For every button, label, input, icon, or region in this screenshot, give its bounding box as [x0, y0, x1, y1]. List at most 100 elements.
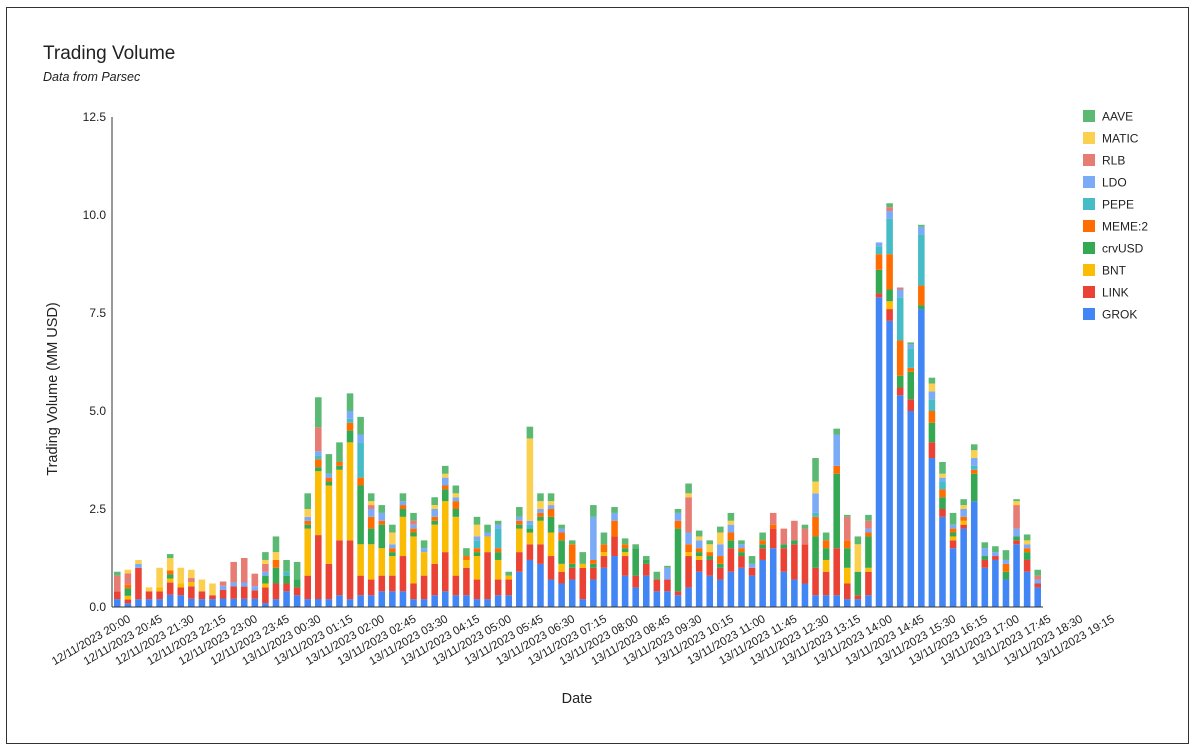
bar-segment-ldo: [738, 544, 745, 549]
bar-segment-aave: [949, 512, 957, 525]
bar-segment-grok: [844, 599, 851, 607]
bar-segment-matic: [145, 587, 153, 592]
bar-segment-grok: [558, 583, 565, 607]
bar-segment-grok: [674, 595, 682, 607]
bar-segment-meme-2: [516, 520, 523, 525]
bar-segment-link: [441, 552, 449, 592]
bar-stack: [896, 287, 904, 607]
bar-segment-meme-2: [960, 516, 967, 521]
bar-segment-bnt: [357, 544, 364, 576]
bar-segment-meme-2: [928, 411, 936, 423]
bar-segment-link: [611, 536, 618, 557]
bar-segment-grok: [738, 567, 745, 607]
bar-segment-aave: [367, 493, 375, 502]
bar-segment-ldo: [304, 516, 311, 521]
bar-segment-aave: [1013, 499, 1020, 502]
bar-segment-crvusd: [642, 559, 650, 564]
bar-segment-grok: [357, 595, 364, 607]
legend-swatch: [1083, 286, 1095, 298]
bar-segment-grok: [378, 591, 386, 607]
bar-segment-bnt: [949, 536, 957, 541]
bar-segment-meme-2: [727, 532, 735, 541]
bar-segment-aave: [452, 485, 460, 494]
bar-segment-aave: [632, 544, 639, 549]
bar-segment-grok: [463, 595, 470, 607]
bar-stack: [124, 569, 132, 607]
bar-segment-aave: [706, 540, 714, 545]
bar-segment-aave: [865, 514, 872, 521]
bar-segment-grok: [791, 579, 798, 607]
bar-segment-link: [283, 583, 290, 592]
bar-segment-bnt: [431, 524, 438, 564]
bar-segment-aave: [1023, 534, 1031, 541]
bar-segment-rlb: [124, 573, 132, 585]
bar-segment-aave: [357, 416, 364, 435]
bar-segment-meme-2: [717, 556, 724, 564]
bar-segment-grok: [621, 575, 629, 607]
bar-segment-crvusd: [939, 497, 946, 509]
bar-segment-grok: [219, 598, 227, 607]
bar-segment-grok: [611, 556, 618, 607]
y-tick-label: 0.0: [89, 600, 106, 614]
bar-segment-link: [505, 579, 513, 596]
bar-segment-bnt: [526, 532, 534, 545]
bar-segment-link: [865, 571, 872, 596]
bar-segment-link: [822, 571, 830, 596]
bar-segment-link: [653, 579, 661, 592]
bar-segment-crvusd: [378, 524, 386, 549]
bar-stack: [579, 552, 587, 607]
bar-segment-crvusd: [389, 552, 396, 557]
bar-segment-grok: [896, 395, 904, 607]
bar-segment-meme-2: [590, 559, 597, 564]
bar-segment-grok: [240, 598, 248, 607]
bar-segment-aave: [410, 512, 417, 521]
bar-segment-matic: [198, 579, 206, 592]
bar-segment-meme-2: [537, 512, 544, 517]
bar-segment-meme-2: [907, 367, 915, 372]
bar-segment-ldo: [833, 434, 840, 466]
bar-stack: [293, 561, 301, 607]
bar-segment-pepe: [907, 348, 915, 368]
bar-stack: [494, 520, 502, 607]
bar-stack: [706, 540, 714, 607]
bar-segment-crvusd: [706, 556, 714, 560]
bar-segment-crvusd: [833, 473, 840, 549]
bar-segment-link: [886, 309, 893, 321]
bar-segment-ldo: [960, 509, 967, 517]
bar-segment-crvusd: [886, 289, 893, 302]
bar-stack: [981, 542, 989, 607]
bar-segment-pepe: [886, 218, 893, 255]
bar-stack: [463, 548, 470, 607]
bar-segment-link: [717, 567, 724, 580]
bar-segment-grok: [526, 559, 534, 607]
bar-segment-matic: [188, 569, 195, 579]
bar-stack: [865, 514, 872, 607]
bar-stack: [695, 530, 703, 607]
bar-stack: [1013, 499, 1020, 607]
bar-segment-link: [685, 556, 692, 588]
bar-segment-link: [420, 575, 428, 600]
bar-segment-link: [304, 575, 311, 600]
bar-segment-crvusd: [981, 556, 989, 560]
bar-segment-bnt: [473, 556, 481, 580]
bar-segment-matic: [166, 558, 174, 571]
bar-segment-meme-2: [812, 516, 819, 537]
bar-segment-link: [198, 591, 206, 600]
bar-segment-matic: [209, 583, 216, 596]
bar-segment-link: [949, 540, 957, 549]
bar-segment-grok: [505, 595, 513, 607]
bar-segment-aave: [494, 520, 502, 525]
bar-segment-ldo: [219, 585, 227, 591]
bar-stack: [473, 516, 481, 607]
bar-segment-pepe: [283, 571, 290, 576]
bar-segment-meme-2: [769, 524, 777, 529]
bar-segment-ldo: [886, 211, 893, 219]
bar-stack: [230, 561, 237, 607]
bar-segment-rlb: [685, 497, 692, 533]
bar-segment-matic: [939, 473, 946, 478]
bar-segment-crvusd: [272, 567, 280, 584]
bar-segment-link: [928, 442, 936, 459]
bar-segment-link: [674, 591, 682, 596]
bar-segment-matic: [135, 559, 142, 564]
bar-segment-ldo: [389, 544, 396, 549]
